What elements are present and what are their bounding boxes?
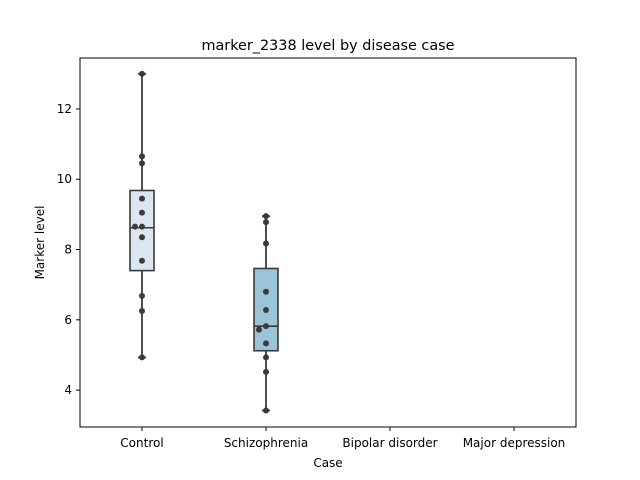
x-axis-label: Case — [313, 456, 342, 470]
chart-title: marker_2338 level by disease case — [201, 38, 454, 54]
data-point-schizophrenia — [263, 219, 269, 226]
y-tick-label: 4 — [64, 383, 72, 397]
data-point-control — [132, 223, 138, 230]
x-tick-label: Bipolar disorder — [342, 436, 437, 450]
data-point-control — [139, 209, 145, 216]
x-tick-label: Control — [120, 436, 163, 450]
x-tick-label: Schizophrenia — [224, 436, 308, 450]
y-axis-label: Marker level — [33, 206, 47, 280]
y-axis: 4 6 8 10 12 — [57, 102, 80, 397]
data-point-control — [139, 257, 145, 264]
data-point-control — [139, 308, 145, 315]
y-tick-label: 10 — [57, 172, 72, 186]
data-point-control — [139, 223, 145, 230]
data-point-schizophrenia — [263, 213, 269, 220]
data-point-schizophrenia — [263, 354, 269, 361]
data-point-control — [139, 70, 145, 77]
data-point-schizophrenia — [263, 323, 269, 330]
data-point-schizophrenia — [263, 288, 269, 295]
data-point-schizophrenia — [263, 306, 269, 313]
box-control — [129, 189, 155, 272]
data-point-schizophrenia — [256, 326, 262, 333]
data-point-control — [139, 354, 145, 361]
x-tick-label: Major depression — [463, 436, 566, 450]
data-point-schizophrenia — [263, 407, 269, 414]
data-point-control — [139, 195, 145, 202]
x-axis: Control Schizophrenia Bipolar disorder Majo… — [120, 427, 565, 450]
data-point-schizophrenia — [263, 240, 269, 247]
y-tick-label: 6 — [64, 313, 72, 327]
data-point-control — [139, 234, 145, 241]
data-point-control — [139, 292, 145, 299]
plot-frame — [79, 57, 577, 428]
plot-area — [129, 70, 279, 414]
data-point-control — [139, 153, 145, 160]
y-tick-label: 8 — [64, 243, 72, 257]
data-point-schizophrenia — [263, 368, 269, 375]
data-point-schizophrenia — [263, 340, 269, 347]
y-tick-label: 12 — [57, 102, 72, 116]
data-point-control — [139, 160, 145, 167]
